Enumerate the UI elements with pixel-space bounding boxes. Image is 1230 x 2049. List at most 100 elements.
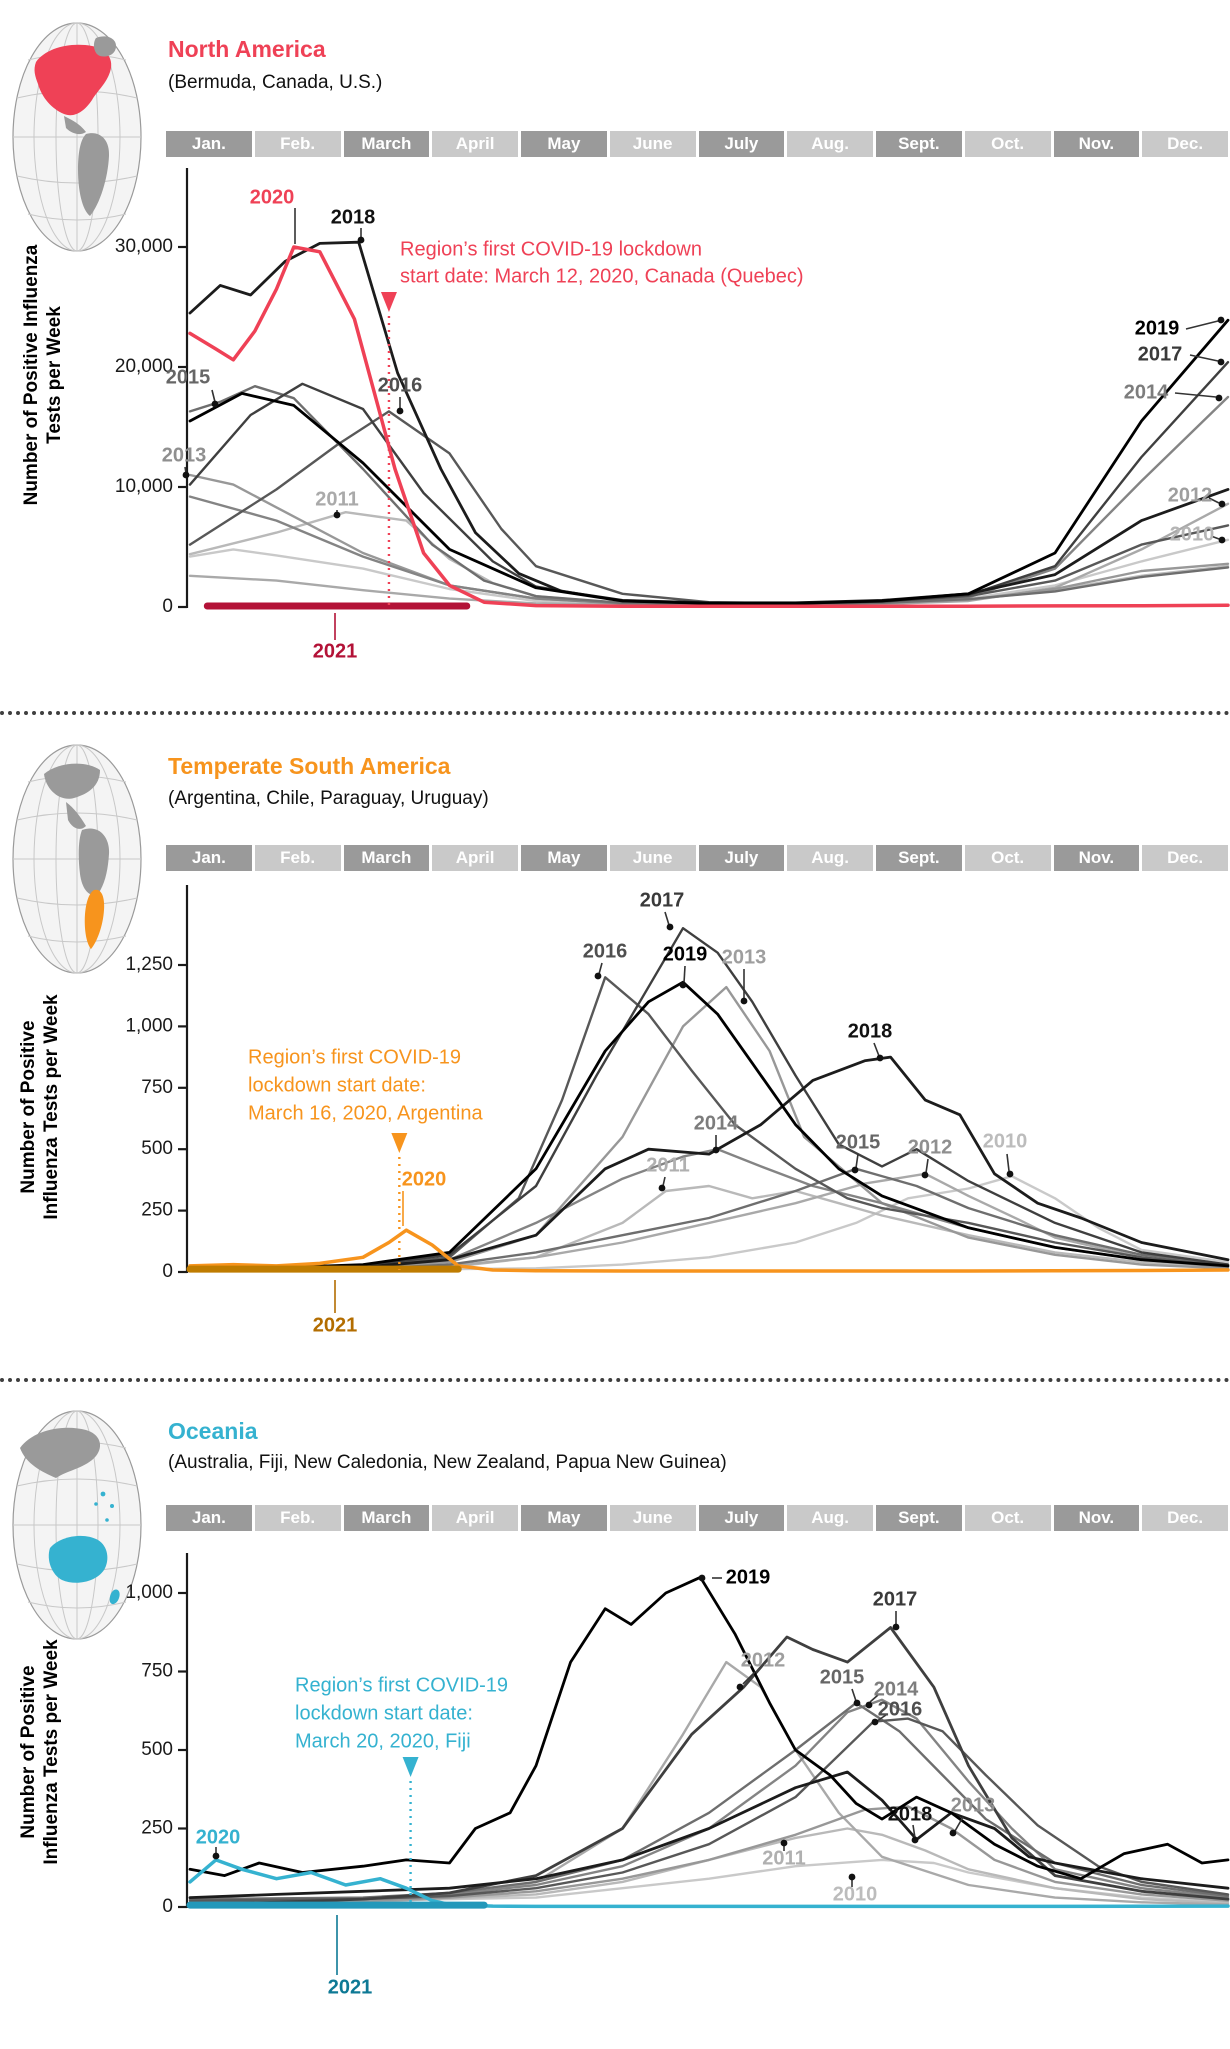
label-leader — [1185, 320, 1219, 330]
label-leader — [925, 1158, 929, 1174]
year-label-2017: 2017 — [640, 889, 685, 911]
year-label-2012: 2012 — [908, 1136, 953, 1158]
label-leader — [664, 911, 670, 926]
series-2017 — [188, 1626, 1230, 1906]
y-tick-label: 750 — [141, 1077, 173, 1098]
lockdown-annotation-line: Region’s first COVID-19 — [248, 1046, 461, 1068]
month-cell-dec: Dec. — [1142, 845, 1228, 871]
month-cell-march: March — [343, 131, 430, 157]
label-marker-dot — [1215, 394, 1223, 402]
year-label-2020: 2020 — [402, 1168, 447, 1190]
year-label-2016: 2016 — [378, 374, 423, 396]
label-marker-dot — [949, 1829, 957, 1837]
chart-oceania: 1,000 750 500 250 0 Region’s first COVID-19 lo… — [125, 1553, 1230, 1998]
label-leader — [912, 1824, 916, 1839]
label-marker-dot — [666, 923, 674, 931]
label-marker-dot — [1217, 358, 1225, 366]
month-cell-june: June — [609, 1505, 696, 1531]
series-2017 — [188, 360, 1230, 605]
year-label-2013: 2013 — [951, 1794, 996, 1816]
panel-separator — [0, 1378, 1230, 1382]
label-marker-dot — [876, 1054, 884, 1062]
month-cell-dec: Dec. — [1142, 1505, 1228, 1531]
lockdown-arrow-icon — [391, 1133, 408, 1153]
label-marker-dot — [740, 997, 748, 1005]
label-marker-dot — [911, 1836, 919, 1844]
lockdown-annotation-line: March 20, 2020, Fiji — [295, 1730, 471, 1752]
series-2014 — [188, 1698, 1230, 1902]
region-north-america — [34, 44, 112, 116]
label-leader — [683, 965, 686, 984]
month-cell-aug: Aug. — [787, 131, 873, 157]
lockdown-annotation-line: lockdown start date: — [248, 1074, 426, 1096]
y-tick-label: 30,000 — [115, 236, 173, 257]
label-leader — [954, 1816, 964, 1832]
month-cell-may: May — [521, 131, 607, 157]
label-leader — [1174, 392, 1217, 398]
year-label-2020: 2020 — [250, 186, 295, 208]
lockdown-annotation-line: lockdown start date: — [295, 1702, 473, 1724]
year-label-2019: 2019 — [726, 1566, 771, 1588]
month-cell-dec: Dec. — [1142, 131, 1228, 157]
label-leader — [876, 1714, 887, 1722]
series-2013 — [188, 985, 1230, 1271]
series-2012 — [188, 502, 1230, 607]
month-cell-jan: Jan. — [166, 845, 252, 871]
label-marker-dot — [736, 1683, 744, 1691]
year-label-2015: 2015 — [820, 1666, 865, 1688]
chart-temperate-south-america: 1,250 1,000 750 500 250 0 Region’s first COVID… — [125, 885, 1230, 1336]
panel-title-oceania: Oceania — [168, 1418, 258, 1444]
year-label-2019: 2019 — [663, 943, 708, 965]
series-2019 — [188, 980, 1230, 1271]
series-2016 — [188, 976, 1230, 1271]
y-tick-label: 1,000 — [125, 1015, 173, 1036]
label-marker-dot — [865, 1701, 873, 1709]
month-cell-april: April — [432, 1505, 518, 1531]
year-label-2012: 2012 — [741, 1649, 786, 1671]
year-label-2011: 2011 — [646, 1154, 689, 1176]
y-tick-label: 20,000 — [115, 356, 173, 377]
label-marker-dot — [396, 407, 404, 415]
year-label-2018: 2018 — [848, 1020, 893, 1042]
year-label-2018: 2018 — [888, 1803, 933, 1825]
label-leader — [1189, 354, 1219, 362]
label-leader — [1208, 497, 1220, 504]
series-2017 — [188, 927, 1230, 1271]
month-cell-nov: Nov. — [1053, 845, 1140, 871]
month-cell-sept: Sept. — [876, 845, 962, 871]
globe-oceania — [12, 1410, 142, 1640]
series-2016 — [188, 410, 1230, 605]
label-marker-dot — [658, 1184, 666, 1192]
year-label-2014: 2014 — [1124, 381, 1169, 403]
year-label-2018: 2018 — [331, 206, 376, 228]
month-cell-april: April — [432, 845, 518, 871]
month-cell-july: July — [698, 845, 785, 871]
year-label-2013: 2013 — [162, 444, 207, 466]
month-bar: Jan. Feb. March April May June July Aug. Sept. Oc… — [166, 845, 1228, 871]
year-label-2019: 2019 — [1135, 317, 1180, 339]
year-label-2016: 2016 — [878, 1698, 923, 1720]
year-label-2014: 2014 — [874, 1678, 919, 1700]
month-cell-july: July — [698, 1505, 785, 1531]
label-marker-dot — [679, 981, 687, 989]
year-label-2010: 2010 — [1170, 523, 1215, 545]
month-cell-july: July — [698, 131, 785, 157]
label-marker-dot — [1218, 500, 1226, 508]
y-tick-label: 0 — [162, 1261, 173, 1282]
month-cell-feb: Feb. — [254, 845, 341, 871]
label-marker-dot — [780, 1839, 788, 1847]
label-leader — [1006, 1153, 1010, 1172]
y-tick-label: 1,000 — [125, 1582, 173, 1603]
month-cell-feb: Feb. — [254, 131, 341, 157]
series-2012 — [188, 1172, 1230, 1271]
month-cell-june: June — [609, 131, 696, 157]
label-marker-dot — [698, 1574, 706, 1582]
globe-temperate-south-america — [12, 744, 142, 974]
label-leader — [855, 1153, 859, 1169]
panel-title-temperate-south-america: Temperate South America — [168, 753, 451, 779]
label-marker-dot — [1006, 1170, 1014, 1178]
series-2020 — [188, 245, 1230, 609]
series-2015 — [188, 1167, 1230, 1272]
label-marker-dot — [1217, 316, 1225, 324]
label-marker-dot — [892, 1623, 900, 1631]
